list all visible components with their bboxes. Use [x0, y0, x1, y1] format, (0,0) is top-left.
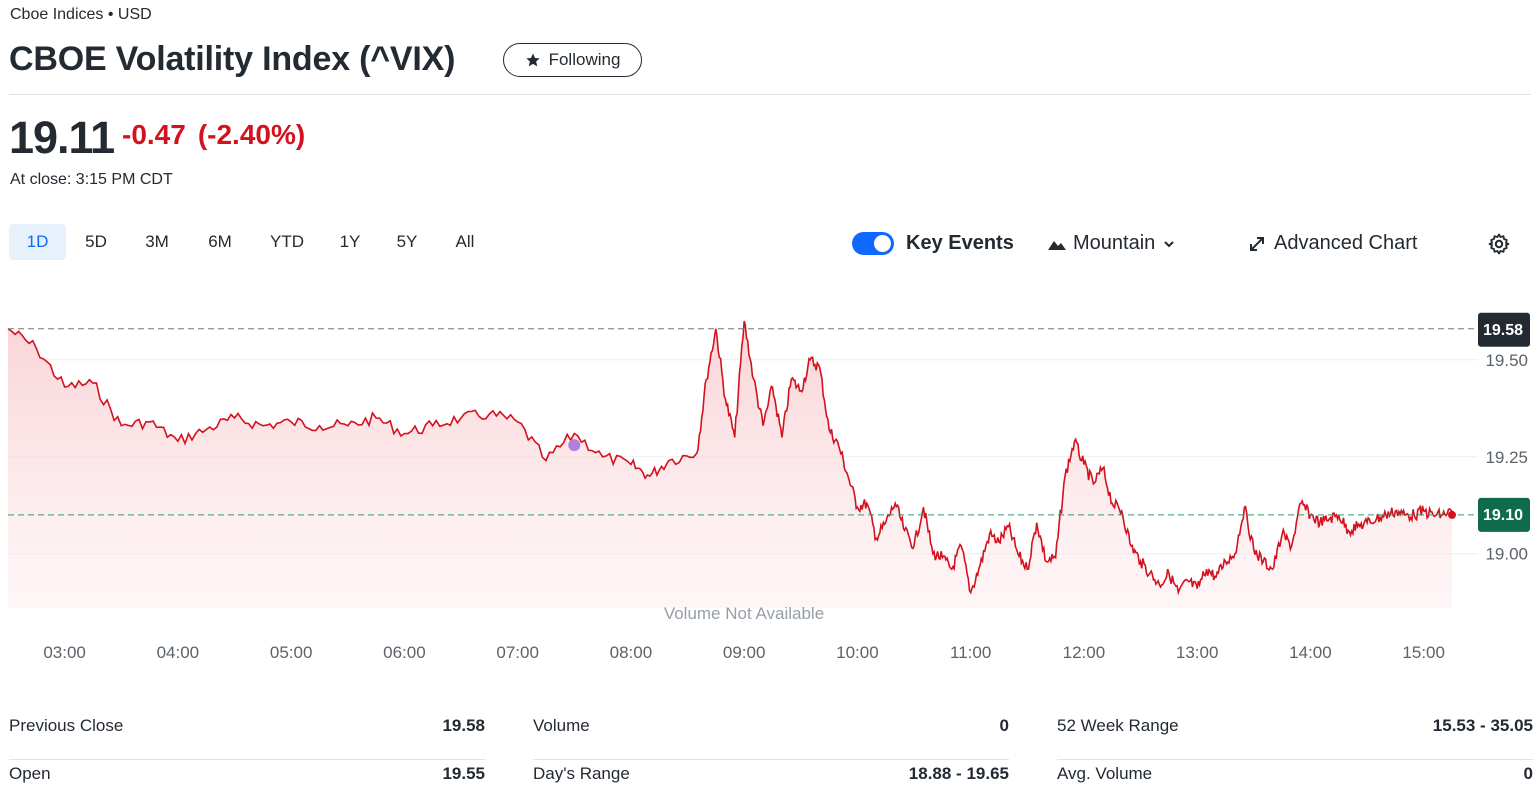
- y-tick-label: 19.00: [1485, 545, 1528, 564]
- stat-days-range: Day's Range 18.88 - 19.65: [533, 760, 1009, 790]
- current-price-tag: 19.10: [1478, 497, 1530, 532]
- change-percent: (-2.40%): [197, 119, 306, 150]
- header-divider: [9, 94, 1531, 95]
- range-1d[interactable]: 1D: [9, 224, 66, 260]
- star-icon: [525, 53, 540, 67]
- key-events-label: Key Events: [906, 232, 1014, 254]
- range-6m[interactable]: 6M: [208, 232, 232, 251]
- price-change: -0.47 (-2.40%): [122, 119, 305, 151]
- x-tick-label: 05:00: [270, 643, 313, 662]
- advanced-chart-label: Advanced Chart: [1274, 232, 1418, 254]
- stat-value: 0: [1523, 764, 1533, 783]
- stat-value: 15.53 - 35.05: [1432, 716, 1533, 735]
- range-all[interactable]: All: [455, 232, 475, 251]
- stats-column-2: Volume 0 Day's Range 18.88 - 19.65: [533, 712, 1009, 790]
- stat-label: Previous Close: [9, 716, 124, 735]
- previous-close-tag-text: 19.58: [1483, 322, 1523, 339]
- page-title: CBOE Volatility Index (^VIX): [9, 40, 456, 78]
- volume-note: Volume Not Available: [664, 604, 824, 623]
- following-label: Following: [548, 50, 621, 69]
- stat-label: Volume: [533, 716, 590, 735]
- stat-avg-volume: Avg. Volume 0: [1057, 760, 1533, 790]
- stat-label: Day's Range: [533, 764, 630, 783]
- x-tick-label: 04:00: [157, 643, 200, 662]
- key-events-toggle[interactable]: [852, 232, 894, 255]
- gear-icon[interactable]: [1487, 232, 1511, 256]
- x-tick-label: 03:00: [43, 643, 86, 662]
- following-button[interactable]: Following: [503, 43, 642, 77]
- stat-value: 19.55: [442, 764, 485, 783]
- stat-label: 52 Week Range: [1057, 716, 1179, 735]
- chart-type-label: Mountain: [1073, 232, 1156, 254]
- key-event-marker[interactable]: [568, 439, 581, 452]
- stat-volume: Volume 0: [533, 712, 1009, 760]
- x-tick-label: 08:00: [610, 643, 653, 662]
- stat-label: Open: [9, 764, 51, 783]
- x-tick-label: 13:00: [1176, 643, 1219, 662]
- x-tick-label: 14:00: [1289, 643, 1332, 662]
- current-price: 19.11: [9, 112, 115, 163]
- close-time: At close: 3:15 PM CDT: [10, 171, 173, 188]
- current-price-tag-text: 19.10: [1483, 507, 1523, 524]
- previous-close-tag: 19.58: [1478, 312, 1530, 347]
- chevron-down-icon: [1164, 240, 1174, 247]
- mountain-icon: [1048, 240, 1066, 250]
- x-tick-label: 11:00: [950, 643, 991, 662]
- x-tick-label: 09:00: [723, 643, 766, 662]
- x-tick-label: 06:00: [383, 643, 426, 662]
- expand-icon: [1250, 236, 1264, 251]
- x-tick-label: 10:00: [836, 643, 879, 662]
- chart-type-dropdown[interactable]: Mountain: [1048, 232, 1176, 255]
- range-5d[interactable]: 5D: [85, 232, 107, 251]
- y-tick-label: 19.25: [1485, 448, 1528, 467]
- range-1y[interactable]: 1Y: [339, 232, 361, 251]
- stat-label: Avg. Volume: [1057, 764, 1153, 783]
- x-tick-label: 07:00: [496, 643, 539, 662]
- range-ytd[interactable]: YTD: [270, 232, 304, 251]
- range-3m[interactable]: 3M: [145, 232, 169, 251]
- y-tick-label: 19.50: [1485, 351, 1528, 370]
- change-value: -0.47: [122, 119, 186, 150]
- stat-previous-close: Previous Close 19.58: [9, 712, 485, 760]
- stats-column-3: 52 Week Range 15.53 - 35.05 Avg. Volume 0: [1057, 712, 1533, 790]
- price-chart[interactable]: 19.50 19.25 19.00 03:00 04:00 05:00 06:00 07:0…: [0, 290, 1539, 670]
- stat-52-week-range: 52 Week Range 15.53 - 35.05: [1057, 712, 1533, 760]
- exchange-label: Cboe Indices • USD: [10, 6, 152, 23]
- stat-open: Open 19.55: [9, 760, 485, 790]
- x-tick-label: 12:00: [1063, 643, 1106, 662]
- stats-column-1: Previous Close 19.58 Open 19.55: [9, 712, 485, 790]
- price-line: [7, 320, 1453, 596]
- stat-value: 18.88 - 19.65: [908, 764, 1009, 783]
- stat-value: 19.58: [442, 716, 485, 735]
- toggle-knob: [874, 235, 891, 252]
- x-tick-label: 15:00: [1402, 643, 1445, 662]
- range-selector: 1D 5D 3M 6M YTD 1Y 5Y All: [9, 224, 494, 260]
- chart-area-fill: [8, 321, 1452, 608]
- range-5y[interactable]: 5Y: [396, 232, 418, 251]
- stat-value: 0: [999, 716, 1009, 735]
- last-price-dot: [1448, 510, 1456, 519]
- advanced-chart-button[interactable]: Advanced Chart: [1248, 232, 1417, 255]
